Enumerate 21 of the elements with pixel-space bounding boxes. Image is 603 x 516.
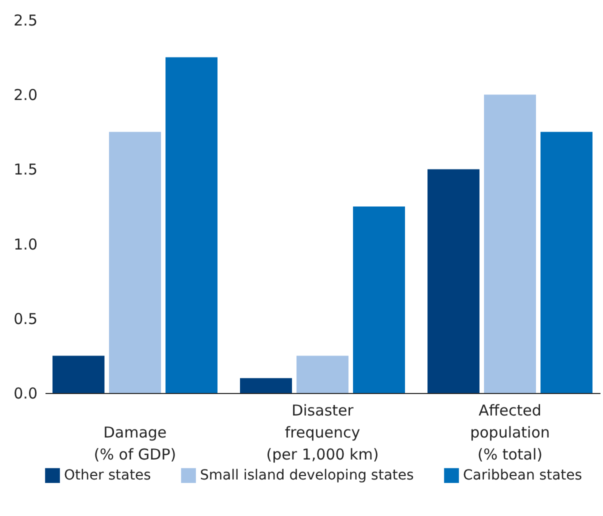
- legend-label: Caribbean states: [463, 468, 582, 484]
- x-tick-label: Affected population (% total): [470, 402, 550, 464]
- bar: [52, 356, 104, 393]
- bar: [166, 57, 218, 393]
- legend-label: Small island developing states: [200, 468, 414, 484]
- y-tick-label: 2.5: [14, 12, 38, 30]
- x-tick-label: Disaster frequency (per 1,000 km): [266, 402, 379, 464]
- bar: [109, 132, 161, 393]
- bar: [240, 378, 292, 393]
- x-tick-label: Damage (% of GDP): [94, 424, 176, 464]
- bar: [540, 132, 592, 393]
- y-tick-label: 0.5: [14, 310, 38, 328]
- legend-label: Other states: [64, 468, 151, 484]
- y-tick-label: 1.0: [14, 235, 38, 254]
- bar: [296, 356, 348, 393]
- bar: [484, 94, 536, 393]
- bar: [428, 169, 480, 393]
- y-tick-label: 0.0: [14, 384, 38, 402]
- y-tick-label: 2.0: [14, 86, 38, 104]
- bar: [353, 206, 405, 393]
- y-tick-label: 1.5: [14, 160, 38, 179]
